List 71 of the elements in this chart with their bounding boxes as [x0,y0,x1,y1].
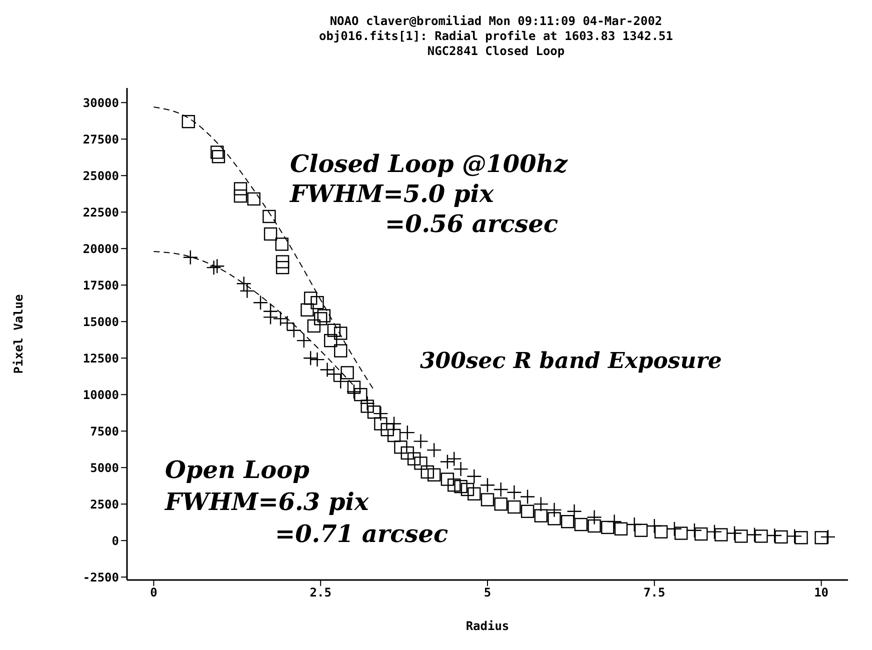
text: NGC2841 Closed Loop [426,44,566,59]
point [766,528,782,544]
point [786,528,802,544]
chart-subtitle: obj016.fits[1]: Radial profile at 1603.83 1342.51 [318,29,674,44]
point [346,384,362,400]
point [726,526,742,541]
y-tick-label: 17500 [82,278,119,292]
y-tick-label: 7500 [90,424,119,438]
annotation: =0.56 arcsec [385,209,558,238]
point [262,310,278,325]
y-tick-label: 30000 [82,96,119,110]
point [453,461,468,477]
point [533,496,549,512]
y-tick-label: 22500 [82,205,119,220]
annotation: FWHM=6.3 pix [165,487,369,516]
x-axis-title: Radius [466,619,510,633]
point [386,416,402,432]
point [206,260,222,276]
y-tick-label: -2500 [82,570,119,584]
annotation: FWHM=5.0 pix [290,179,494,208]
point [446,451,462,466]
point [373,406,388,422]
annotation: Open Loop [165,455,310,484]
y-tick-label: 0 [112,534,119,548]
point [296,332,312,348]
point [646,518,662,534]
point [506,484,522,500]
y-tick-label: 25000 [82,168,119,183]
annotation: =0.71 arcsec [275,519,448,548]
point [546,502,562,518]
y-tick-label: 12500 [82,351,119,366]
y-axis-title: Pixel Value [11,294,26,374]
point [706,524,722,540]
point [360,396,375,411]
point [586,510,602,525]
y-tick-label: 5000 [90,460,119,475]
point [606,514,622,530]
point [626,516,642,532]
y-tick-label: 27500 [82,132,119,146]
point [666,521,682,536]
point [480,478,496,493]
point [182,250,198,265]
point [566,504,582,519]
y-tick-label: 10000 [82,388,119,402]
x-tick-label: 5 [484,586,492,600]
point [400,424,415,440]
point [493,482,508,498]
x-tick-label: 7.5 [644,586,666,600]
y-tick-label: 20000 [82,242,119,256]
y-tick-label: 2500 [90,497,119,512]
point [252,295,268,310]
point [426,442,442,458]
annotation: Closed Loop @100hz [290,149,568,178]
y-tick-label: 15000 [82,314,119,329]
point [210,258,225,274]
point [413,434,428,449]
point [686,522,702,538]
point [466,468,482,484]
point [310,352,325,368]
annotation: 300sec R band Exposure [420,348,722,374]
point [236,276,252,292]
point [302,350,318,366]
point [440,454,456,470]
point [820,529,836,545]
point [746,527,762,542]
x-tick-label: 2.5 [310,586,332,600]
point [240,283,255,299]
chart-title: NOAO claver@bromiliad Mon 09:11:09 04-Mar-2002 [328,14,664,29]
x-tick-label: 10 [814,586,829,600]
x-tick-label: 0 [150,586,158,600]
point [520,489,536,504]
